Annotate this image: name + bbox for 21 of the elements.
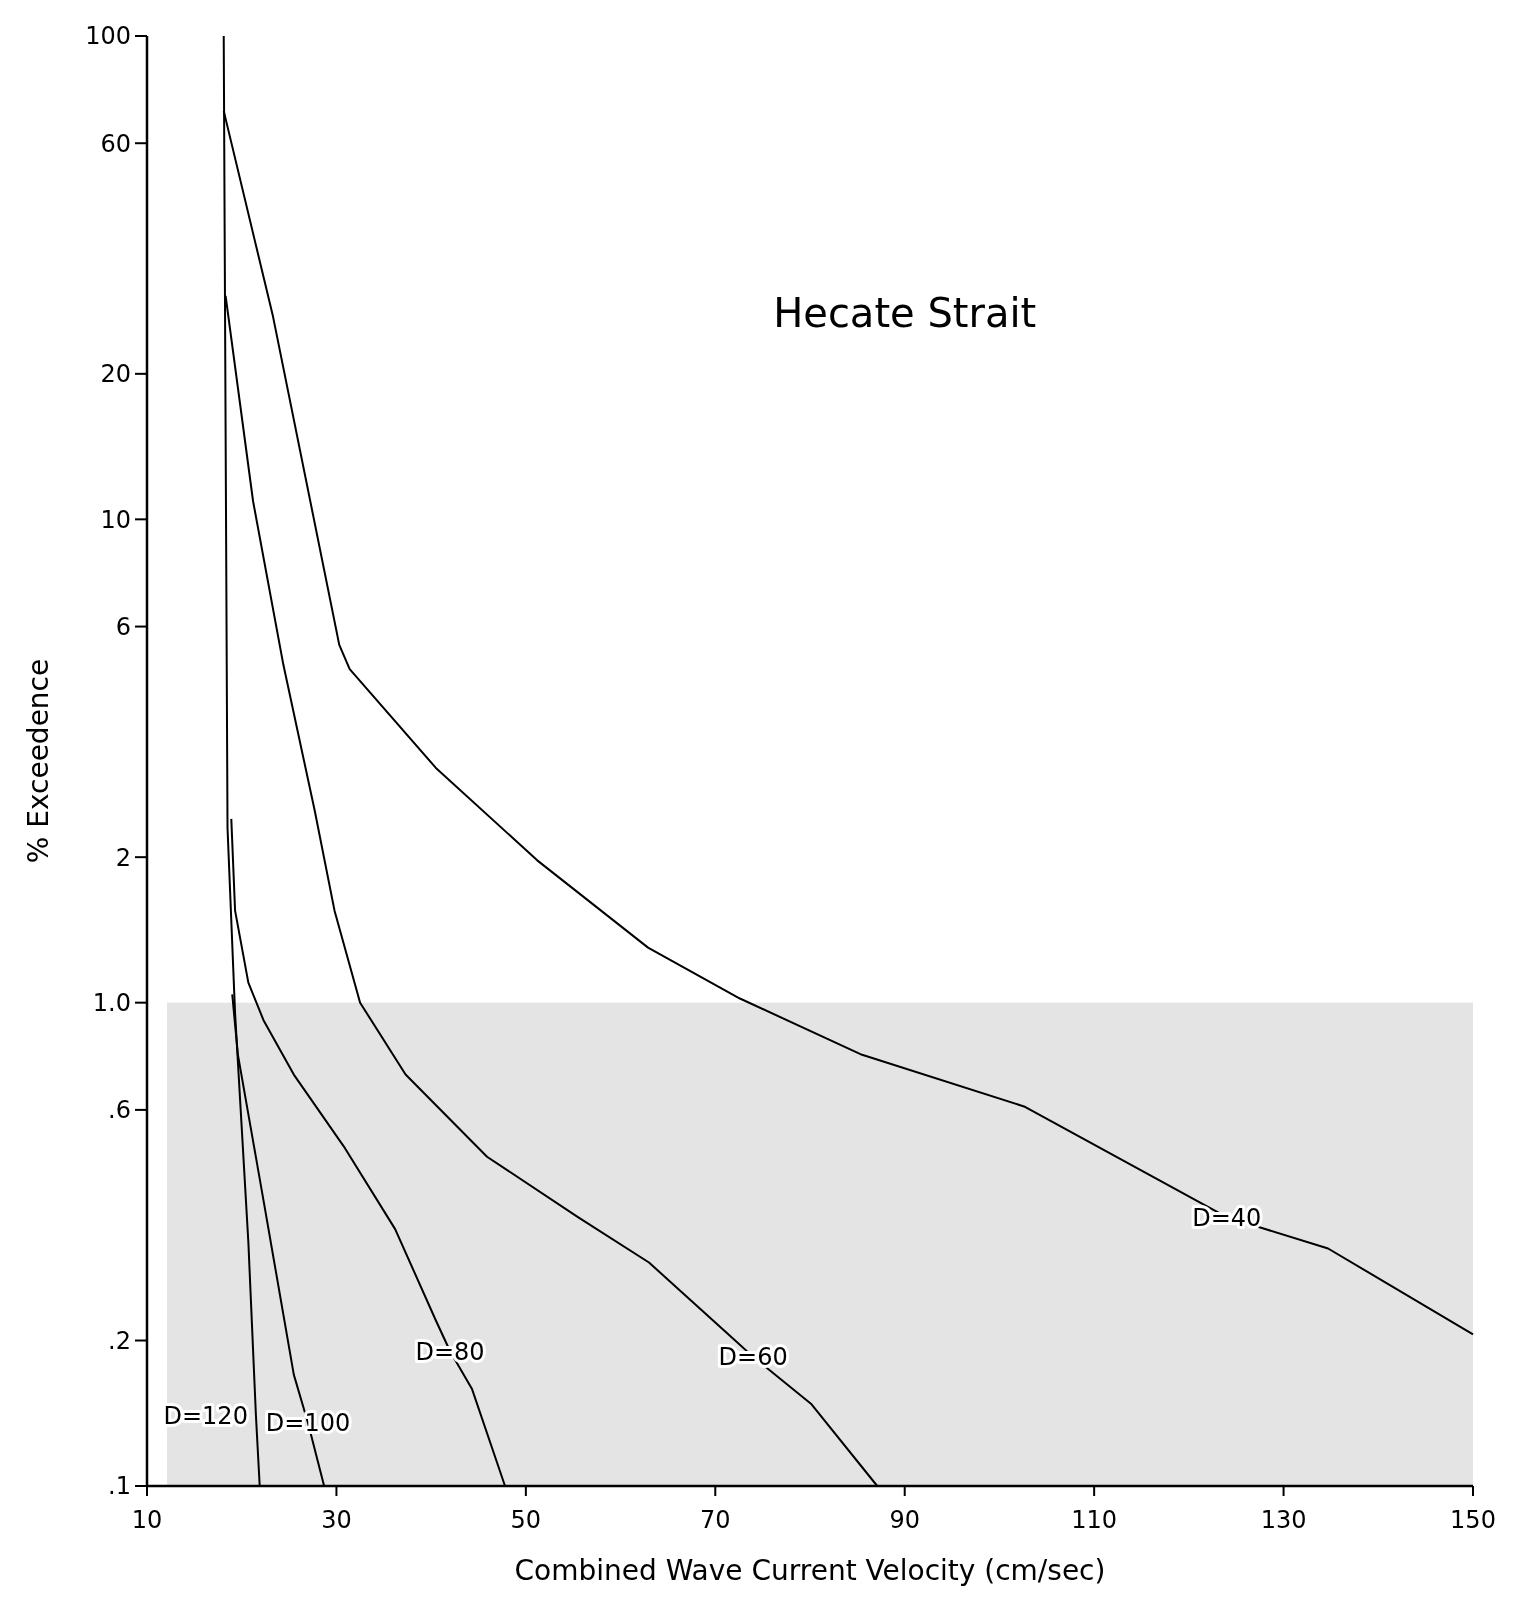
y-tick-label: 60 <box>100 129 131 158</box>
x-tick-label: 90 <box>889 1506 920 1534</box>
y-tick-label: 2 <box>115 843 131 872</box>
x-axis-title: Combined Wave Current Velocity (cm/sec) <box>514 1554 1106 1587</box>
y-tick-label: .2 <box>108 1326 131 1355</box>
y-axis-title: % Exceedence <box>22 658 55 864</box>
y-tick-label: .1 <box>108 1472 131 1501</box>
text: Hecate Strait <box>773 290 1037 336</box>
y-tick-label: 10 <box>100 505 131 534</box>
x-tick-label: 150 <box>1450 1506 1496 1534</box>
x-tick-label: 30 <box>321 1506 352 1534</box>
x-tick-label: 130 <box>1260 1506 1307 1534</box>
annotation: D=120 <box>163 1401 248 1430</box>
x-tick-label: 70 <box>700 1506 731 1534</box>
x-tick-label: 50 <box>510 1506 542 1534</box>
y-tick-label: 100 <box>85 22 131 51</box>
y-tick-label: 20 <box>100 360 131 389</box>
y-tick-label: 1.0 <box>92 989 131 1018</box>
y-tick-label: 6 <box>115 612 131 641</box>
x-tick-label: 110 <box>1071 1506 1118 1534</box>
y-tick-label: .6 <box>108 1096 131 1125</box>
